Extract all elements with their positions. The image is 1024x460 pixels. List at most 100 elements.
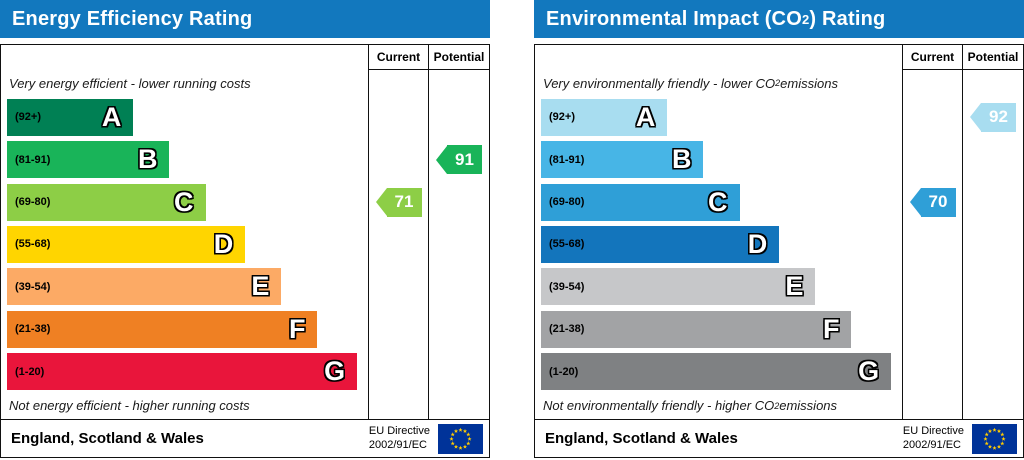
bottom-note: Not energy efficient - higher running co…	[9, 398, 250, 414]
spacer-cell	[368, 265, 428, 309]
eu-directive-label: EU Directive 2002/91/EC	[902, 424, 964, 451]
band-letter: C	[708, 186, 728, 217]
band-d-bar: (55-68) D	[541, 225, 780, 263]
band-g-bar: (1-20) G	[7, 353, 358, 391]
environmental-impact-chart: Environmental Impact (CO 2) Rating Curren…	[534, 0, 1024, 460]
potential-column-header: Potential	[962, 45, 1023, 70]
spacer-cell	[368, 223, 428, 266]
band-letter: D	[213, 228, 234, 259]
band-range-label: (81-91)	[549, 153, 585, 166]
potential-rating-value: 91	[447, 145, 482, 175]
region-label: England, Scotland & Wales	[545, 430, 738, 447]
spacer-cell	[902, 96, 962, 139]
top-note: Very environmentally friendly - lower CO…	[543, 75, 838, 91]
current-rating-value: 70	[920, 187, 956, 217]
arrow-tip	[970, 103, 981, 132]
spacer-cell	[962, 308, 1023, 351]
band-letter: C	[174, 186, 194, 217]
band-row: (39-54) E	[535, 266, 902, 308]
potential-rating-arrow: 91	[436, 145, 482, 175]
band-row: (92+) A	[1, 96, 368, 138]
potential-column-header: Potential	[428, 45, 489, 70]
chart-title-text-end: ) Rating	[809, 7, 886, 30]
spacer-cell	[428, 350, 489, 393]
band-row: (55-68) D	[535, 223, 902, 265]
arrow-tip	[909, 188, 921, 217]
spacer-cell	[428, 96, 489, 139]
potential-rating-value: 92	[981, 102, 1016, 132]
current-rating-value: 71	[386, 187, 422, 217]
band-c-bar: (69-80) C	[541, 183, 740, 221]
arrow-tip	[375, 188, 387, 217]
spacer-cell	[368, 138, 428, 181]
spacer-cell	[962, 223, 1023, 266]
chart-footer: England, Scotland & Wales EU Directive 2…	[1, 419, 489, 457]
band-row: (55-68) D	[1, 223, 368, 265]
current-rating-arrow: 71	[375, 187, 422, 217]
spacer-cell	[535, 45, 902, 70]
band-range-label: (92+)	[549, 111, 575, 124]
band-letter: G	[858, 356, 880, 387]
band-c-bar: (69-80) C	[7, 183, 206, 221]
chart-footer: England, Scotland & Wales EU Directive 2…	[535, 419, 1023, 457]
band-range-label: (21-38)	[549, 323, 585, 336]
spacer-cell	[902, 223, 962, 266]
spacer-cell	[428, 392, 489, 419]
spacer-cell	[428, 223, 489, 266]
spacer-cell	[368, 96, 428, 139]
spacer-cell	[368, 70, 428, 96]
potential-rating-arrow: 92	[970, 102, 1016, 132]
band-letter: E	[785, 271, 804, 302]
band-range-label: (92+)	[15, 111, 41, 124]
spacer-cell	[962, 350, 1023, 393]
current-column-header: Current	[368, 45, 428, 70]
spacer-cell	[428, 308, 489, 351]
energy-efficiency-chart: Energy Efficiency Rating Current Potenti…	[0, 0, 490, 460]
band-range-label: (39-54)	[549, 280, 585, 293]
band-letter: A	[101, 101, 122, 132]
current-rating-arrow: 70	[909, 187, 956, 217]
band-range-label: (55-68)	[549, 238, 585, 251]
band-range-label: (39-54)	[15, 280, 51, 293]
band-f-bar: (21-38) F	[541, 310, 852, 348]
band-row: (81-91) B	[1, 138, 368, 180]
band-b-bar: (81-91) B	[7, 141, 170, 179]
band-letter: F	[822, 313, 840, 344]
spacer-cell	[962, 392, 1023, 419]
spacer-cell	[962, 265, 1023, 309]
band-letter: B	[137, 144, 158, 175]
band-row: (21-38) F	[535, 308, 902, 350]
band-b-bar: (81-91) B	[541, 141, 704, 179]
band-a-bar: (92+) A	[7, 98, 134, 136]
band-row: (1-20) G	[1, 351, 368, 393]
band-letter: D	[747, 228, 768, 259]
environment-chart-table: Current Potential Very environmentally f…	[534, 44, 1024, 458]
spacer-cell	[902, 70, 962, 96]
band-e-bar: (39-54) E	[541, 268, 816, 306]
bottom-note: Not environmentally friendly - higher CO…	[543, 398, 838, 414]
band-letter: G	[324, 356, 346, 387]
band-g-bar: (1-20) G	[541, 353, 892, 391]
eu-flag-icon	[438, 423, 483, 454]
current-arrow-cell: 70	[902, 180, 962, 224]
spacer-cell	[902, 392, 962, 419]
band-range-label: (1-20)	[15, 365, 45, 378]
environment-chart-title: Environmental Impact (CO 2) Rating	[534, 0, 1024, 38]
band-row: (21-38) F	[1, 308, 368, 350]
spacer-cell	[428, 70, 489, 96]
band-row: (92+) A	[535, 96, 902, 138]
band-letter: F	[288, 313, 306, 344]
band-f-bar: (21-38) F	[7, 310, 318, 348]
spacer-cell	[368, 308, 428, 351]
band-row: (69-80) C	[535, 181, 902, 223]
current-column-header: Current	[902, 45, 962, 70]
spacer-cell	[962, 70, 1023, 96]
band-range-label: (69-80)	[15, 196, 51, 209]
band-range-label: (55-68)	[15, 238, 51, 251]
spacer-cell	[428, 265, 489, 309]
band-a-bar: (92+) A	[541, 98, 668, 136]
arrow-tip	[436, 145, 447, 174]
chart-title-text: Energy Efficiency Rating	[12, 7, 253, 30]
spacer-cell	[368, 392, 428, 419]
